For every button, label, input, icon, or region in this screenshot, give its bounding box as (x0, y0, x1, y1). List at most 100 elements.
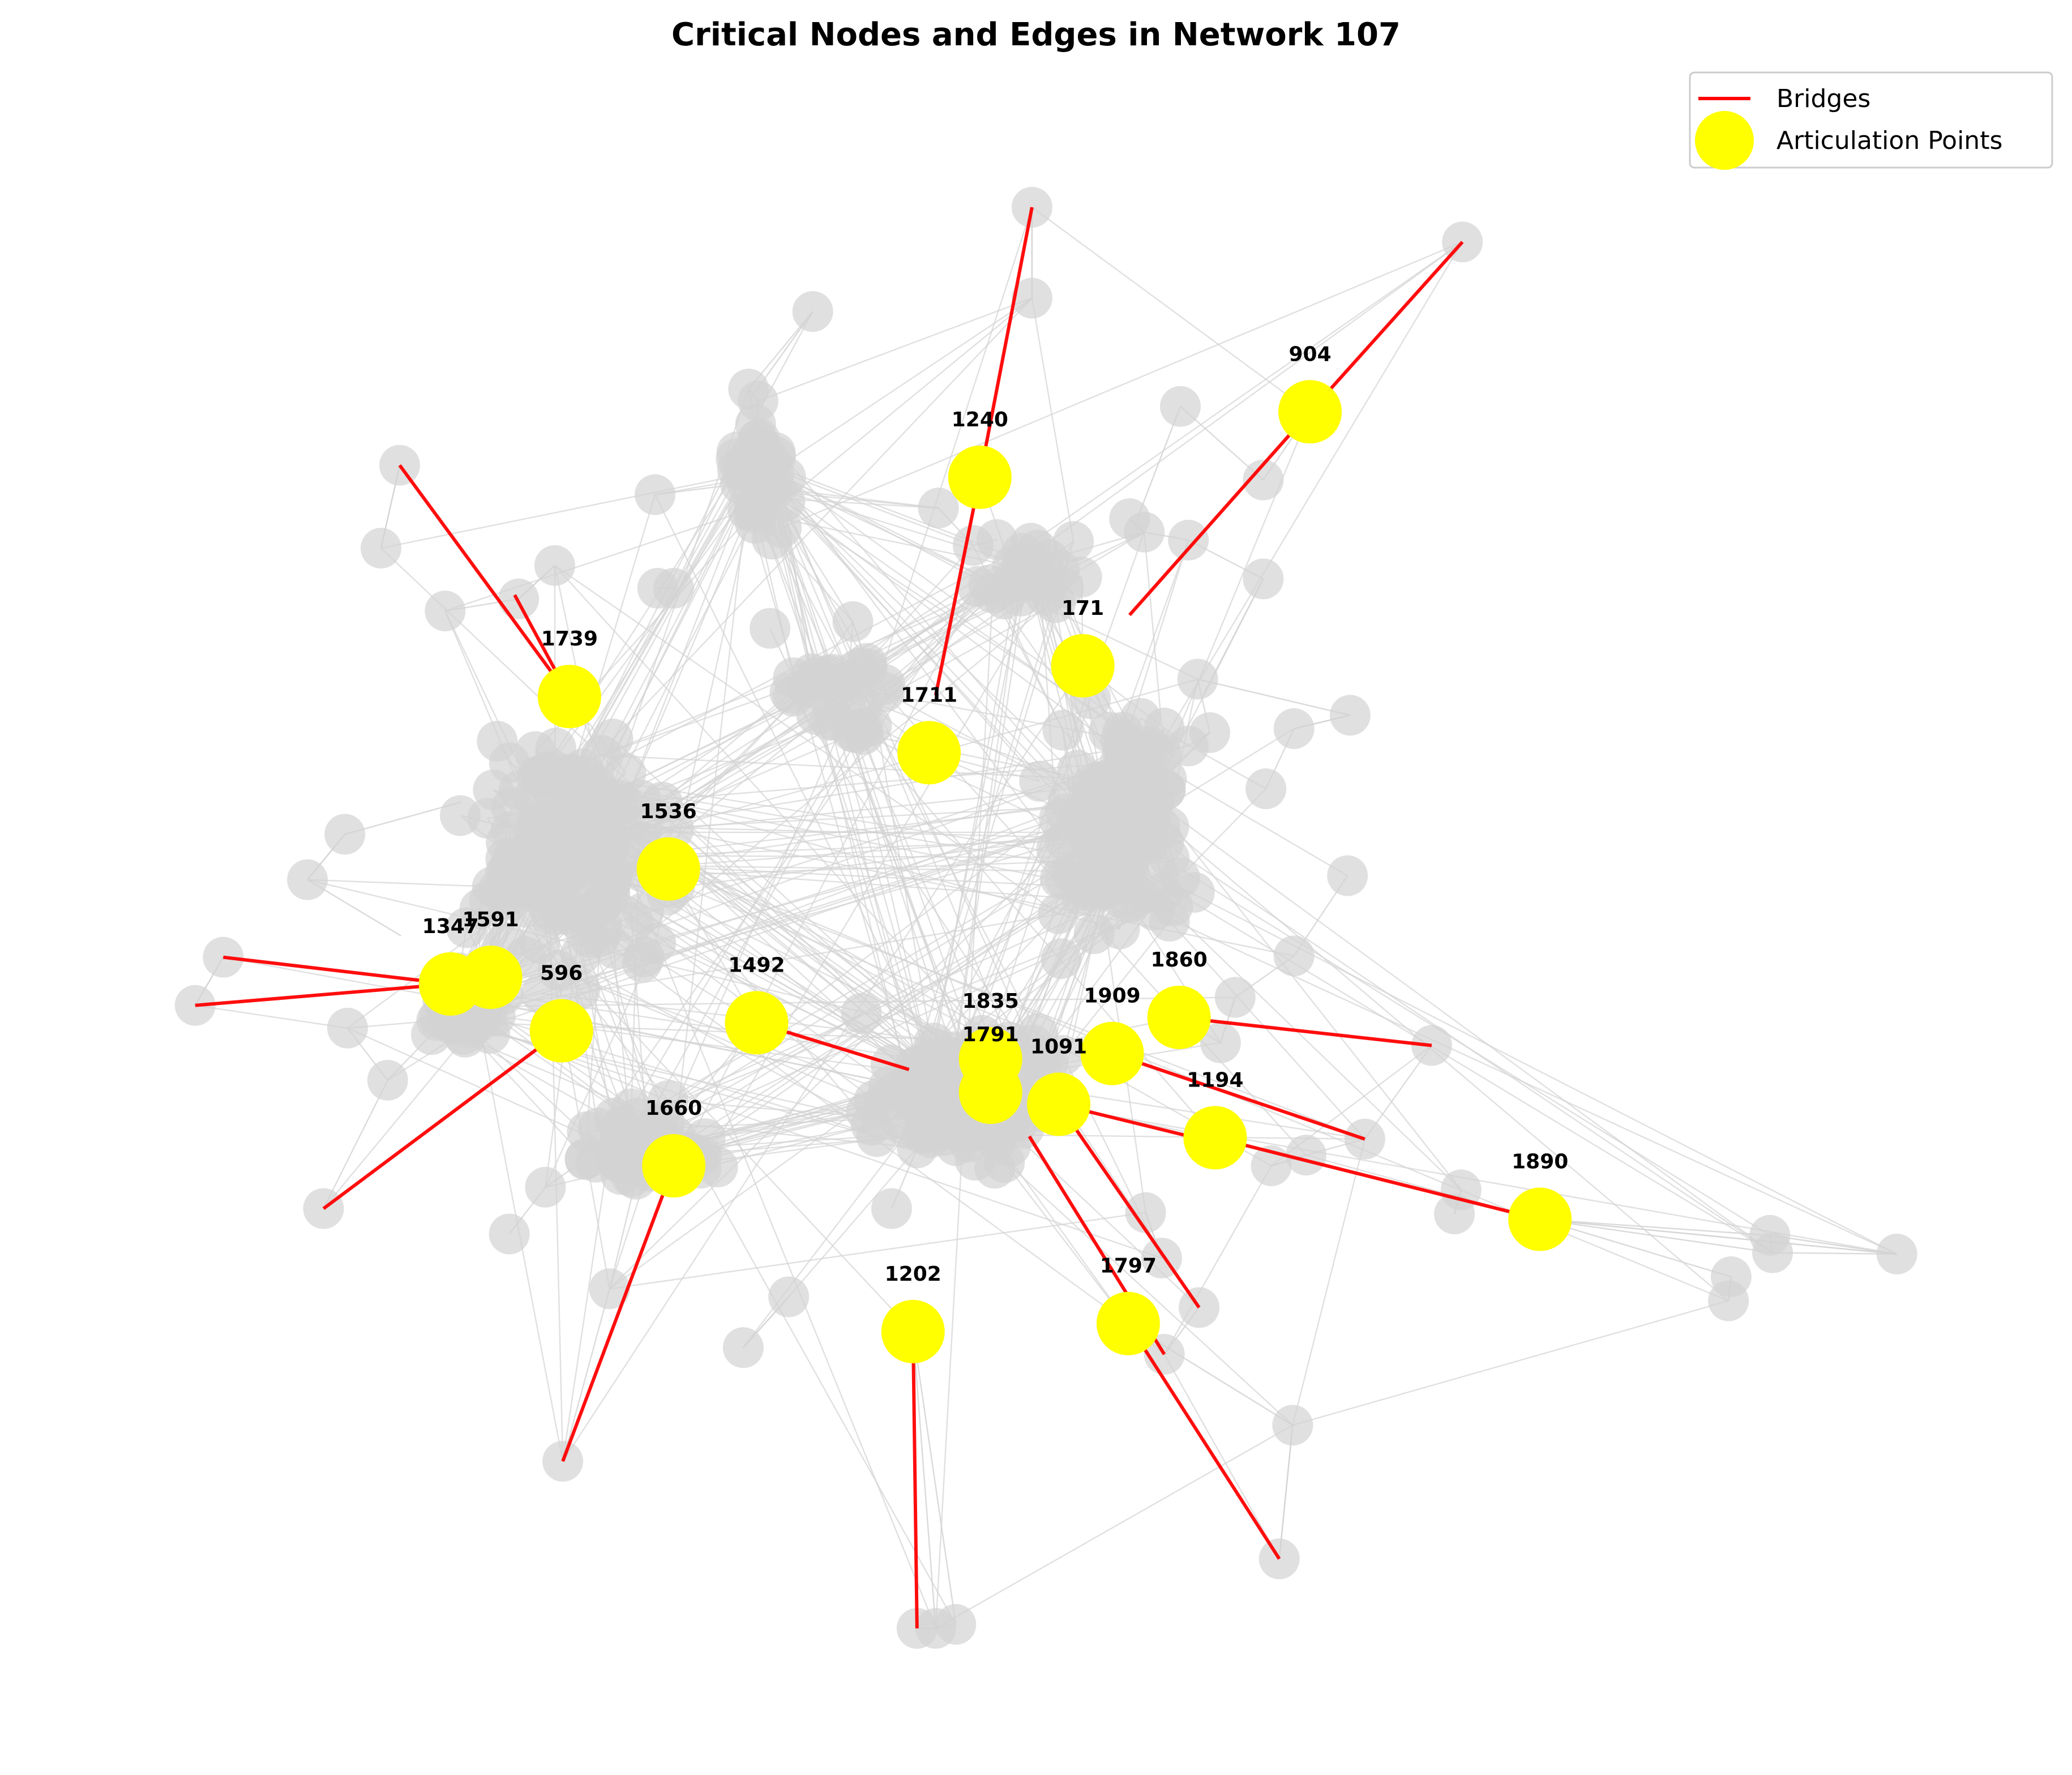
node (1141, 733, 1182, 775)
node (635, 474, 676, 515)
node (1752, 1232, 1793, 1273)
node (607, 1135, 649, 1176)
edge (811, 673, 1216, 1139)
edge (681, 586, 978, 1156)
node (1245, 768, 1287, 810)
articulation-label-1194: 1194 (1187, 1068, 1243, 1092)
edge (307, 879, 493, 888)
articulation-label-1660: 1660 (645, 1097, 702, 1120)
node (425, 591, 466, 632)
node (1243, 558, 1284, 600)
node (567, 843, 608, 884)
node (489, 1213, 530, 1255)
articulation-label-1347: 1347 (422, 915, 479, 938)
edge (1197, 678, 1351, 716)
edge (1540, 1218, 1773, 1254)
node (592, 718, 633, 760)
edge (1129, 861, 1898, 1255)
node (534, 545, 575, 586)
node (1177, 658, 1218, 700)
gray-nodes (174, 187, 1917, 1649)
node (477, 721, 518, 762)
edge (759, 448, 935, 1131)
edge (948, 543, 1032, 1096)
node (1285, 1135, 1326, 1176)
bridge-edge (1057, 1103, 1201, 1309)
edge (1278, 1425, 1294, 1559)
edge (472, 1023, 1162, 1259)
edge (785, 476, 1091, 700)
edge (668, 868, 1365, 1140)
bridge-edge (1308, 241, 1464, 413)
articulation-point-904 (1278, 380, 1342, 444)
articulation-point-1791 (958, 1060, 1022, 1124)
node (1272, 1405, 1313, 1446)
edge (1153, 800, 1462, 1191)
node (768, 1276, 810, 1318)
node (856, 1116, 897, 1157)
edge (1163, 1354, 1280, 1559)
articulation-point-596 (529, 999, 593, 1063)
articulation-point-1739 (537, 665, 601, 729)
node (1001, 561, 1043, 602)
node (954, 1140, 996, 1181)
articulation-point-1890 (1508, 1187, 1572, 1251)
articulation-point-1591 (459, 946, 523, 1010)
node (1145, 769, 1186, 810)
edge (781, 241, 1463, 529)
bridge-edge (1127, 1323, 1281, 1560)
edge (1037, 241, 1463, 551)
node (513, 826, 555, 867)
articulation-label-1739: 1739 (541, 627, 598, 651)
edge (1030, 241, 1463, 544)
node (747, 470, 788, 511)
bridge-edge (222, 955, 451, 986)
edge (195, 1004, 348, 1029)
articulation-label-1492: 1492 (728, 953, 785, 977)
edge (554, 565, 983, 1036)
edge (1106, 888, 1898, 1255)
node (842, 685, 883, 726)
node (1174, 872, 1215, 913)
edge (759, 448, 943, 1104)
edge (1179, 788, 1267, 878)
edge (323, 1080, 388, 1209)
edge (1031, 298, 1074, 542)
node (1041, 938, 1082, 980)
node (589, 1268, 630, 1310)
node (795, 657, 837, 699)
node (1273, 708, 1315, 749)
node (1019, 760, 1060, 802)
bridge-edge (1179, 1015, 1432, 1047)
edge (1004, 1162, 1129, 1324)
articulation-label-1835: 1835 (962, 990, 1019, 1013)
node (581, 906, 623, 948)
node (1434, 1194, 1475, 1235)
edge (657, 668, 868, 1147)
node (1876, 1233, 1917, 1274)
bridge-edge (1111, 1051, 1365, 1141)
edge (742, 469, 995, 1115)
node (535, 728, 576, 769)
edge (1292, 1300, 1729, 1426)
node (525, 1166, 566, 1208)
node (1011, 277, 1052, 319)
edge (380, 471, 759, 549)
edge (784, 297, 1033, 502)
edge (788, 1147, 918, 1298)
edge (1773, 1252, 1897, 1255)
articulation-point-1194 (1183, 1106, 1247, 1170)
bridge-edge (195, 982, 451, 1007)
node (367, 1059, 408, 1101)
node (567, 1111, 608, 1152)
node (739, 428, 781, 469)
node (1214, 977, 1256, 1018)
edge (929, 543, 1032, 1062)
node (587, 794, 628, 836)
edge (884, 592, 994, 685)
legend: Bridges Articulation Points (1689, 71, 2053, 170)
edge (579, 576, 1082, 991)
node (893, 1047, 935, 1088)
bridge-edge (978, 207, 1034, 478)
